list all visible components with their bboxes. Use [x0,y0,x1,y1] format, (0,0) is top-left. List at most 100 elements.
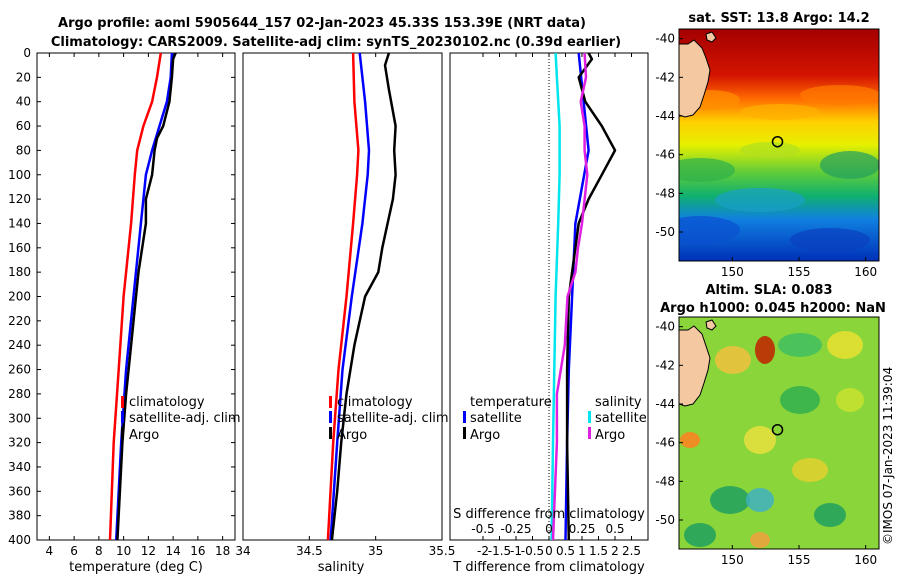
sla-patch [792,458,828,482]
x-tick-label: -1 [510,544,522,558]
chart-title-line1: Argo profile: aoml 5905644_157 02-Jan-20… [58,16,586,31]
x-tick-label: 8 [95,544,103,558]
x-tick-label: -1.5 [488,544,511,558]
temperature-panel: 0204060801001201401601802002202402602803… [8,46,648,575]
map-y-tick-label: -46 [655,436,675,450]
sla-patch [684,523,716,547]
x-tick-label: -0.5 [521,544,544,558]
x-tick-label: 10 [116,544,131,558]
sst-patch [820,151,879,179]
legend-mark-argo [121,427,124,439]
depth-tick-label: 40 [16,95,31,109]
sst-patch [800,85,879,105]
map-y-tick-label: -46 [655,148,675,162]
depth-tick-label: 260 [8,363,31,377]
map-x-tick-label: 160 [854,553,877,567]
depth-tick-label: 60 [16,119,31,133]
x-tick-label: 6 [70,544,78,558]
line-s-satellite [550,52,561,541]
line-satellite-adj-clim [114,52,174,541]
depth-tick-label: 160 [8,241,31,255]
top-x-tick-label: 0.5 [605,522,624,536]
depth-tick-label: 100 [8,168,31,182]
line-satellite-adj-clim [329,52,371,541]
sst-patch [679,216,740,244]
map-y-tick-label: -40 [655,32,675,46]
map-y-tick-label: -50 [655,513,675,527]
legend-label-argo: Argo [129,428,159,443]
sst-patch [740,104,820,120]
legend-title-temperature: temperature [470,395,552,410]
map-x-tick-label: 160 [854,265,877,279]
salinity-xlabel: salinity [318,560,365,575]
chart-title-line2: Climatology: CARS2009. Satellite-adj cli… [51,35,621,50]
x-tick-label: 0 [545,544,553,558]
sla-patch [827,331,863,359]
line-climatology [326,52,360,541]
top-x-tick-label: 0 [545,522,553,536]
sst-map-frame [678,28,880,262]
legend-mark-argo [329,427,332,439]
argo-float-marker [771,423,784,436]
difference-lines [550,52,617,541]
map-x-tick-label: 150 [721,265,744,279]
x-tick-label: 14 [165,544,180,558]
map-y-tick-label: -48 [655,186,675,200]
depth-tick-label: 320 [8,436,31,450]
legend-mark-satellite [329,411,332,423]
top-x-tick-label: -0.25 [500,522,531,536]
depth-tick-label: 220 [8,314,31,328]
map-y-tick-label: -48 [655,474,675,488]
depth-tick-label: 380 [8,509,31,523]
depth-tick-label: 200 [8,290,31,304]
x-tick-label: 2 [611,544,619,558]
sla-patch [746,488,774,512]
legend-label-t-argo: Argo [470,428,500,443]
depth-tick-label: 340 [8,460,31,474]
tasmania-land [679,325,711,407]
sla-patch [744,426,776,454]
top-x-tick-label: -0.5 [471,522,494,536]
depth-tick-label: 180 [8,265,31,279]
x-tick-label: 1 [578,544,586,558]
sla-patch [715,346,751,374]
temperature-xlabel: temperature (deg C) [69,560,203,575]
sla-patch [710,486,750,514]
map-x-tick-label: 150 [721,553,744,567]
x-tick-label: 2.5 [622,544,641,558]
sla-patch [780,386,820,414]
line-s-argo [551,52,589,541]
credit-text: ©IMOS 07-Jan-2023 11:39:04 [881,367,895,545]
x-tick-label: 12 [141,544,156,558]
difference-axis-ticks: -2-1.5-1-0.5 0 0.5 1 1.5 2 2.5 [477,53,641,558]
depth-tick-label: 360 [8,484,31,498]
sla-map-panel: Altim. SLA: 0.083 Argo h1000: 0.045 h200… [655,283,885,567]
legend-label-argo: Argo [337,428,367,443]
legend-label-satellite: satellite-adj. clim [129,411,241,426]
salinity-legend: climatology satellite-adj. clim Argo [329,395,449,443]
difference-top-xlabel: S difference from climatology [453,507,645,522]
sla-patch [814,503,846,527]
sla-patch [755,336,775,364]
island-outline [705,31,717,43]
map-y-tick-label: -42 [655,358,675,372]
temperature-legend: climatology satellite-adj. clim Argo [121,395,241,443]
legend-mark-s-satellite [588,411,591,423]
legend-label-s-argo: Argo [595,428,625,443]
difference-top-axis-ticks: -0.5 -0.25 0 0.25 0.5 [471,522,624,536]
line-climatology [108,52,163,541]
map-x-tick-label: 155 [788,553,811,567]
temperature-lines [108,52,177,541]
x-tick-label: 18 [215,544,230,558]
x-tick-label: 34 [235,544,250,558]
salinity-lines [326,52,397,541]
legend-label-climatology: climatology [129,395,205,410]
sst-patch [715,188,805,212]
sst-patch [679,158,735,182]
difference-legend-salinity: salinity satellite Argo [588,395,647,443]
difference-panel: -2-1.5-1-0.5 0 0.5 1 1.5 2 2.5 S difference fr… [449,52,649,575]
sla-map-title-line2: Argo h1000: 0.045 h2000: NaN [660,301,886,316]
sla-map-title-line1: Altim. SLA: 0.083 [706,283,833,298]
salinity-plot-frame [242,52,443,541]
sst-map-axes: 150 155 160 -40 -42 -44 -46 -48 -50 [655,32,877,279]
